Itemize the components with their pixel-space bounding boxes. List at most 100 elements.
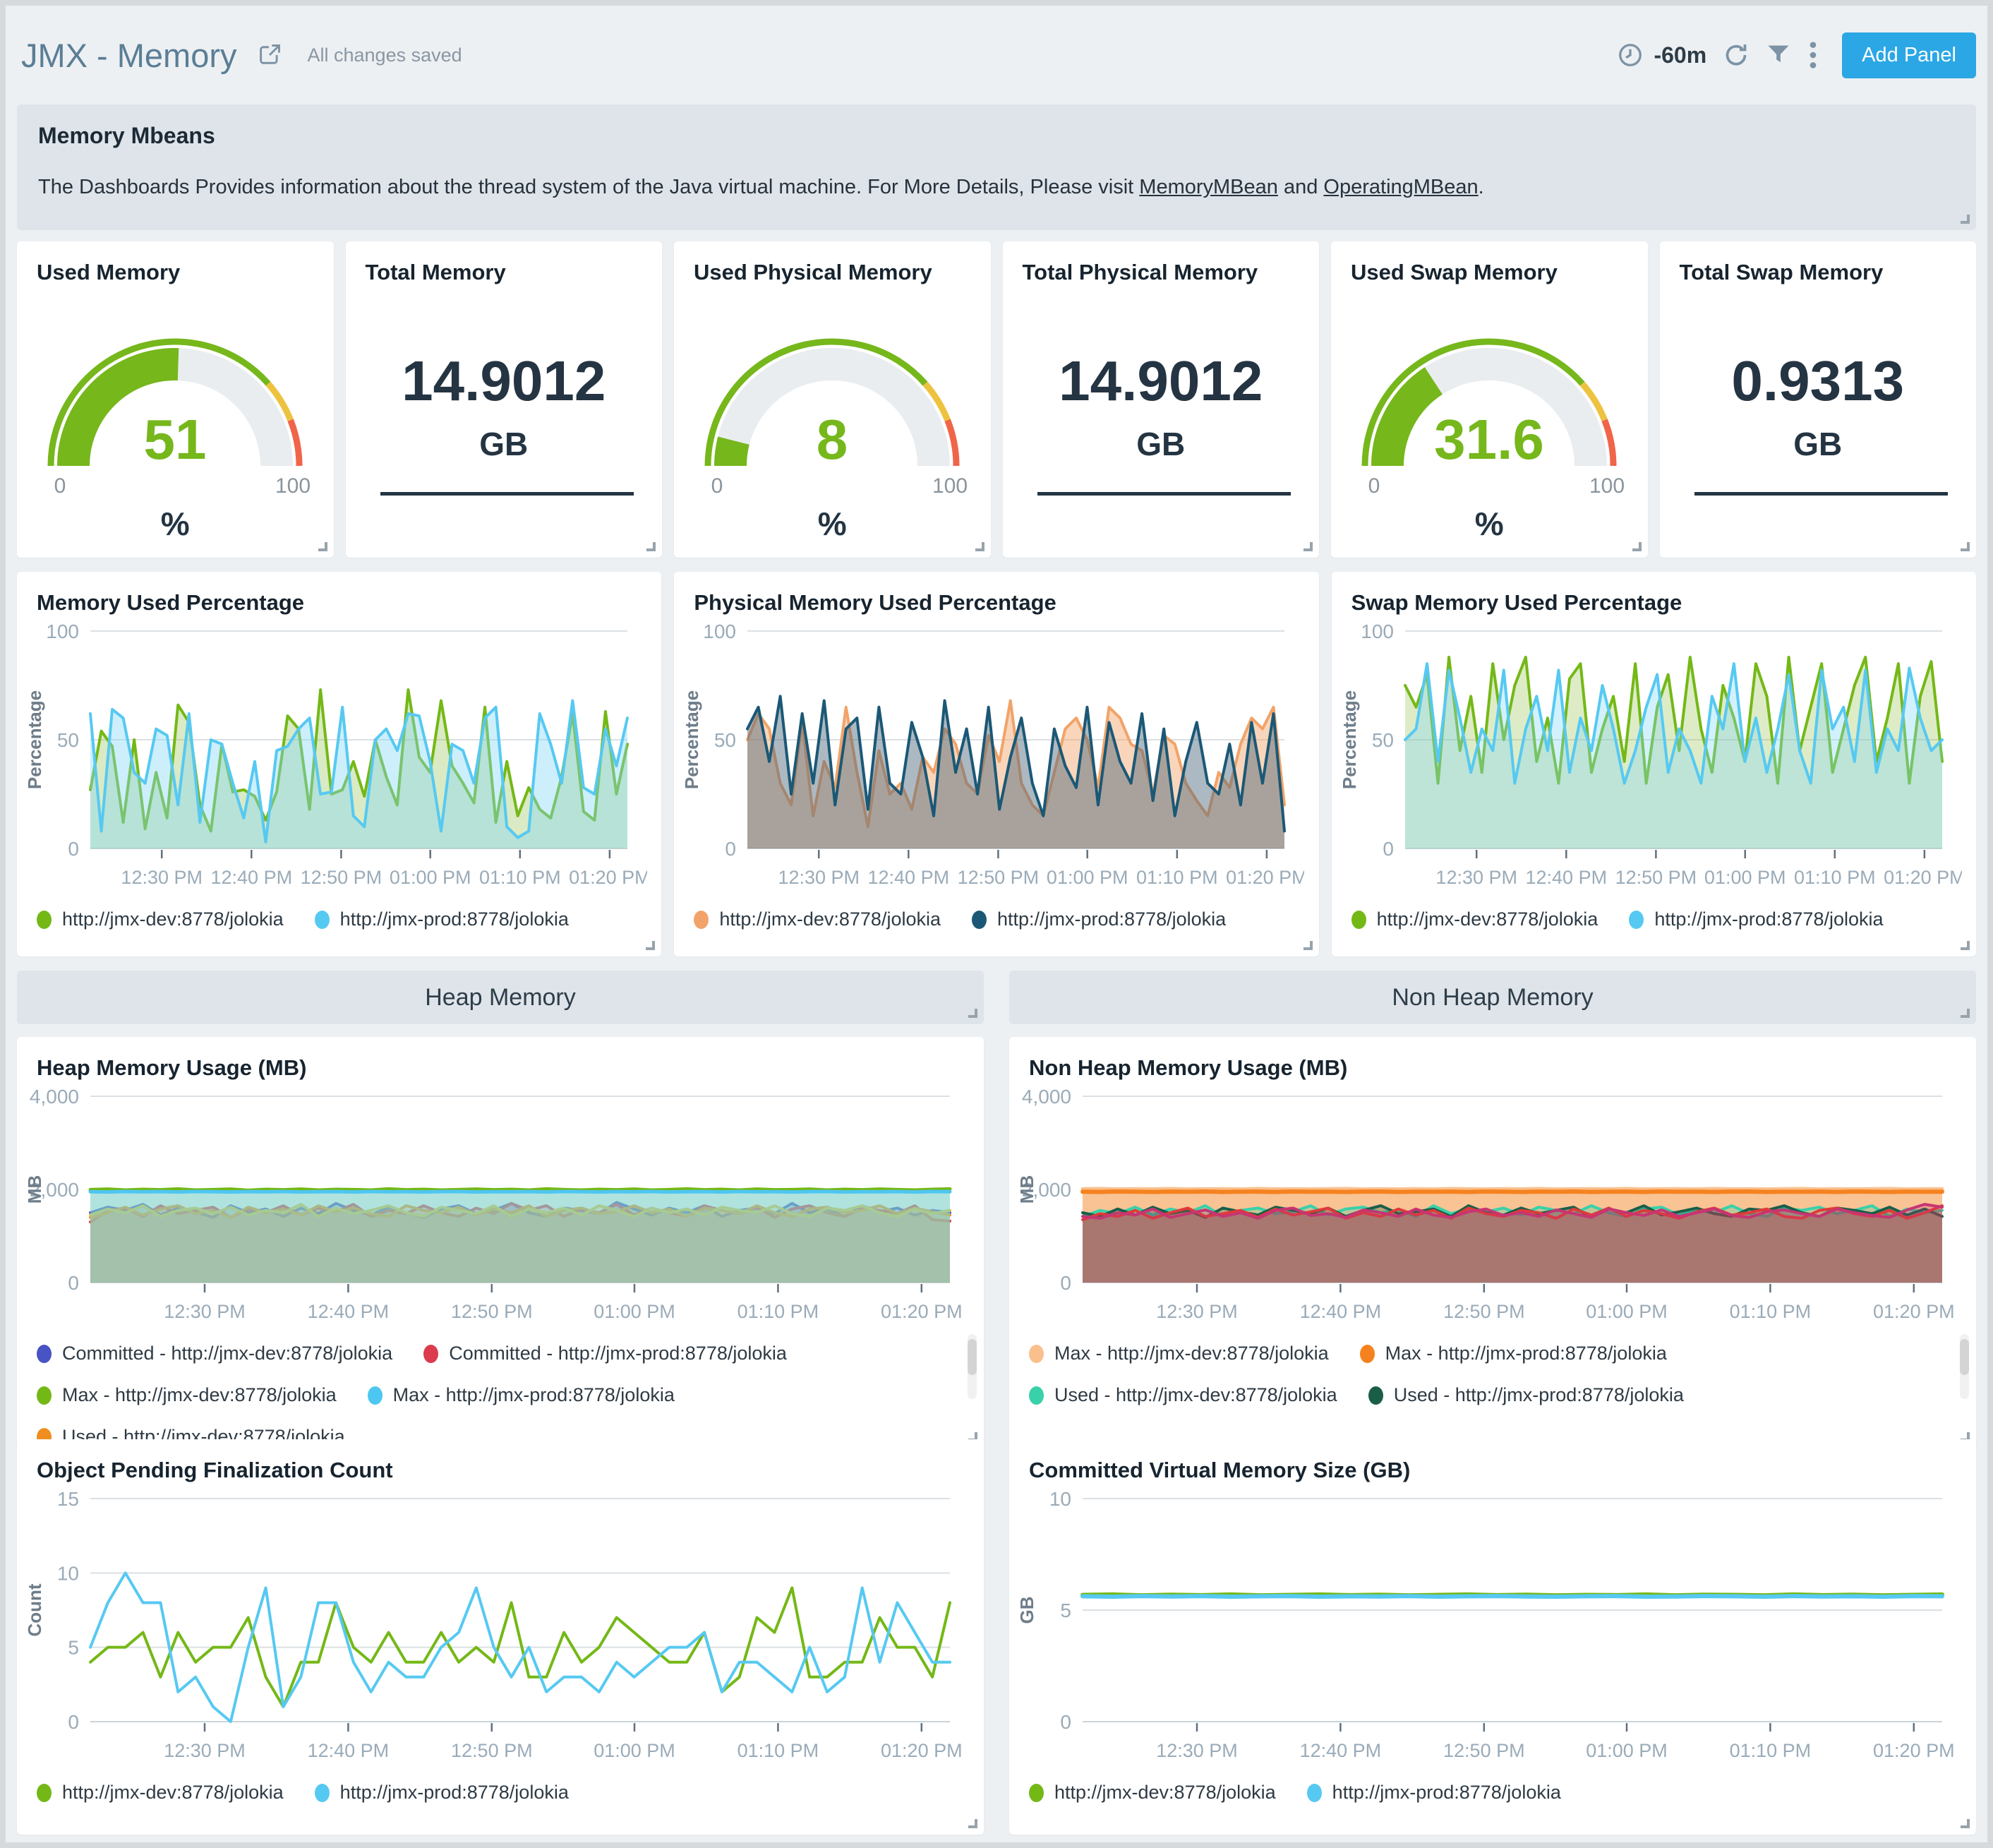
object-pending-finalization-count-chart[interactable]: 051015Count12:30 PM12:40 PM12:50 PM01:00…	[23, 1486, 970, 1772]
legend-item[interactable]: http://jmx-dev:8778/jolokia	[37, 908, 284, 930]
resize-handle[interactable]	[646, 941, 655, 950]
legend-item[interactable]: http://jmx-dev:8778/jolokia	[694, 908, 941, 930]
resize-handle[interactable]	[1961, 1009, 1970, 1018]
chart-title: Non Heap Memory Usage (MB)	[1029, 1055, 1976, 1081]
resize-handle[interactable]	[1303, 941, 1313, 950]
svg-text:01:20 PM: 01:20 PM	[881, 1301, 963, 1322]
panel-object-pending-finalization-count: Object Pending Finalization Count 051015…	[17, 1439, 984, 1835]
legend-label: Max - http://jmx-prod:8778/jolokia	[393, 1384, 675, 1406]
svg-text:01:10 PM: 01:10 PM	[479, 867, 561, 888]
resize-handle[interactable]	[1961, 941, 1970, 950]
legend-dot-icon	[1368, 1386, 1383, 1405]
legend-item[interactable]: Committed - http://jmx-prod:8778/jolokia	[423, 1343, 787, 1364]
chart-legend: http://jmx-dev:8778/jolokia http://jmx-pr…	[17, 899, 661, 930]
svg-text:50: 50	[57, 729, 79, 751]
svg-text:01:20 PM: 01:20 PM	[1226, 867, 1304, 888]
section-header-row: Heap Memory Non Heap Memory	[17, 971, 1976, 1024]
filter-icon[interactable]	[1766, 42, 1791, 68]
legend-item[interactable]: http://jmx-prod:8778/jolokia	[1629, 908, 1883, 930]
legend-item[interactable]: http://jmx-dev:8778/jolokia	[1029, 1782, 1276, 1804]
dashboard-page: JMX - Memory All changes saved -60m	[0, 0, 1993, 1848]
non-heap-memory-usage-chart[interactable]: 02,0004,000MB12:30 PM12:40 PM12:50 PM01:…	[1015, 1084, 1962, 1333]
legend-label: Max - http://jmx-prod:8778/jolokia	[1385, 1343, 1667, 1364]
svg-text:100: 100	[1589, 474, 1625, 498]
stat-unit: GB	[1793, 425, 1842, 463]
svg-text:4,000: 4,000	[30, 1086, 79, 1108]
legend-item[interactable]: Max - http://jmx-prod:8778/jolokia	[368, 1384, 675, 1406]
svg-text:01:20 PM: 01:20 PM	[569, 867, 647, 888]
legend-item[interactable]: Max - http://jmx-prod:8778/jolokia	[1360, 1343, 1667, 1364]
legend-item[interactable]: http://jmx-prod:8778/jolokia	[1307, 1782, 1561, 1804]
save-status: All changes saved	[308, 44, 462, 66]
kebab-menu-icon[interactable]	[1807, 39, 1819, 71]
text-panel-title: Memory Mbeans	[38, 123, 1955, 149]
legend-item[interactable]: Used - http://jmx-dev:8778/jolokia	[1029, 1384, 1337, 1406]
legend-scrollbar-thumb[interactable]	[968, 1339, 977, 1375]
share-icon[interactable]	[257, 42, 282, 68]
resize-handle[interactable]	[1961, 1819, 1970, 1828]
svg-text:01:10 PM: 01:10 PM	[1794, 867, 1876, 888]
legend-label: http://jmx-prod:8778/jolokia	[997, 908, 1226, 930]
panel-heap-memory-usage: Heap Memory Usage (MB) 02,0004,000MB12:3…	[17, 1037, 984, 1448]
legend-item[interactable]: http://jmx-prod:8778/jolokia	[315, 1782, 569, 1804]
panel-physical-memory-used-percentage: Physical Memory Used Percentage 050100Pe…	[674, 572, 1318, 956]
swap-memory-used-percentage-chart[interactable]: 050100Percentage12:30 PM12:40 PM12:50 PM…	[1337, 618, 1962, 899]
legend-item[interactable]: http://jmx-dev:8778/jolokia	[1351, 908, 1598, 930]
legend-label: Used - http://jmx-prod:8778/jolokia	[1394, 1384, 1684, 1406]
chart-title: Physical Memory Used Percentage	[694, 590, 1318, 616]
resize-handle[interactable]	[1303, 542, 1313, 551]
svg-text:01:10 PM: 01:10 PM	[1730, 1301, 1812, 1322]
heap-charts-row: Heap Memory Usage (MB) 02,0004,000MB12:3…	[17, 1037, 1976, 1427]
svg-text:4,000: 4,000	[1022, 1086, 1071, 1108]
stat-value: 14.9012	[402, 353, 606, 409]
svg-text:8: 8	[817, 408, 848, 471]
legend-item[interactable]: http://jmx-prod:8778/jolokia	[315, 908, 569, 930]
svg-text:01:00 PM: 01:00 PM	[390, 867, 471, 888]
refresh-icon[interactable]	[1722, 41, 1750, 69]
svg-text:12:40 PM: 12:40 PM	[1300, 1301, 1382, 1322]
svg-text:0: 0	[1383, 838, 1394, 860]
legend-label: Max - http://jmx-dev:8778/jolokia	[62, 1384, 337, 1406]
committed-virtual-memory-size-chart[interactable]: 0510GB12:30 PM12:40 PM12:50 PM01:00 PM01…	[1015, 1486, 1962, 1772]
stat-value: 14.9012	[1059, 353, 1263, 409]
add-panel-button[interactable]: Add Panel	[1842, 32, 1976, 78]
resize-handle[interactable]	[975, 542, 985, 551]
legend-dot-icon	[37, 1784, 52, 1802]
stat-unit: %	[674, 505, 991, 543]
resize-handle[interactable]	[968, 1009, 977, 1018]
svg-text:100: 100	[1361, 620, 1394, 642]
svg-text:0: 0	[1060, 1272, 1071, 1294]
memory-used-percentage-chart[interactable]: 050100Percentage12:30 PM12:40 PM12:50 PM…	[23, 618, 647, 899]
link-operatingmbean[interactable]: OperatingMBean	[1323, 176, 1478, 198]
heap-memory-usage-chart[interactable]: 02,0004,000MB12:30 PM12:40 PM12:50 PM01:…	[23, 1084, 970, 1333]
legend-label: http://jmx-dev:8778/jolokia	[62, 1782, 284, 1804]
link-memorymbean[interactable]: MemoryMBean	[1139, 176, 1278, 198]
svg-text:Percentage: Percentage	[1339, 690, 1360, 789]
legend-scrollbar[interactable]	[968, 1334, 977, 1399]
resize-handle[interactable]	[1961, 542, 1970, 551]
used-memory-gauge: 510100	[17, 318, 334, 503]
legend-scrollbar-thumb[interactable]	[1960, 1339, 1969, 1375]
resize-handle[interactable]	[646, 542, 656, 551]
legend-dot-icon	[315, 911, 330, 929]
resize-handle[interactable]	[1961, 215, 1970, 224]
legend-scrollbar[interactable]	[1960, 1334, 1969, 1399]
legend-item[interactable]: Committed - http://jmx-dev:8778/jolokia	[37, 1343, 392, 1364]
resize-handle[interactable]	[1632, 542, 1642, 551]
percentage-charts-row: Memory Used Percentage 050100Percentage1…	[17, 572, 1976, 956]
legend-dot-icon	[1307, 1784, 1322, 1802]
legend-item[interactable]: http://jmx-dev:8778/jolokia	[37, 1782, 284, 1804]
time-range-picker[interactable]: -60m	[1617, 42, 1706, 68]
stat-row: Used Memory 510100 % Total Memory 14.901…	[17, 241, 1976, 558]
svg-text:12:50 PM: 12:50 PM	[1443, 1740, 1525, 1761]
legend-item[interactable]: Max - http://jmx-dev:8778/jolokia	[1029, 1343, 1329, 1364]
svg-text:15: 15	[57, 1488, 79, 1510]
physical-memory-used-percentage-chart[interactable]: 050100Percentage12:30 PM12:40 PM12:50 PM…	[680, 618, 1304, 899]
legend-item[interactable]: Max - http://jmx-dev:8778/jolokia	[37, 1384, 337, 1406]
legend-item[interactable]: Used - http://jmx-prod:8778/jolokia	[1368, 1384, 1684, 1406]
bottom-charts-row: Object Pending Finalization Count 051015…	[17, 1439, 1976, 1835]
stat-unit: %	[17, 505, 334, 543]
resize-handle[interactable]	[968, 1819, 977, 1828]
legend-item[interactable]: http://jmx-prod:8778/jolokia	[972, 908, 1226, 930]
resize-handle[interactable]	[318, 542, 327, 551]
